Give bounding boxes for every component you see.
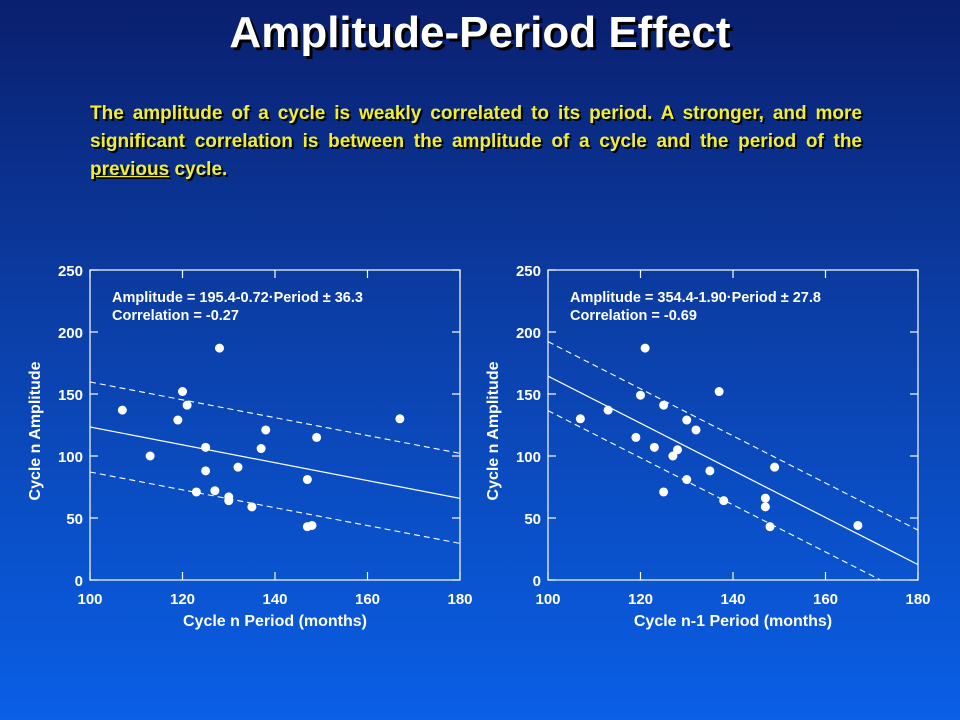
x-tick-label: 160 [355,591,380,608]
x-tick-label: 160 [813,591,838,608]
x-axis-label: Cycle n Period (months) [183,613,367,630]
x-axis-label: Cycle n-1 Period (months) [634,613,832,630]
data-point [719,496,729,506]
data-point [210,486,220,496]
y-tick-label: 200 [516,325,541,342]
data-point [640,343,650,353]
data-point [145,451,155,461]
data-point [261,425,271,435]
upper-band-line [548,341,918,531]
correlation-annotation: Correlation = -0.69 [570,308,697,324]
equation-annotation: Amplitude = 354.4-1.90·Period ± 27.8 [570,290,821,306]
y-tick-label: 50 [66,511,83,528]
y-tick-label: 100 [516,449,541,466]
y-axis-label: Cycle n Amplitude [485,361,502,500]
x-tick-label: 120 [170,591,195,608]
data-point [182,400,192,410]
intro-text-start: The amplitude of a cycle is weakly corre… [90,103,862,152]
data-point [117,405,127,415]
x-tick-label: 120 [628,591,653,608]
data-point [178,387,187,397]
y-tick-label: 0 [533,573,541,590]
regression-line [90,426,460,499]
data-point [673,445,682,455]
data-point [853,520,863,530]
x-tick-label: 100 [535,591,560,608]
y-tick-label: 0 [75,573,83,590]
data-point [173,415,183,425]
data-point [760,493,770,503]
data-point [603,405,613,415]
data-point [636,390,645,400]
data-point [575,414,585,424]
data-point [312,432,322,442]
data-point [691,425,701,435]
lower-band-line [548,410,882,580]
scatter-plot-period: 0 50 100 150 200 250 100 120 140 160 180 Amplitude … [27,263,473,630]
data-point [682,475,692,485]
x-tick-label: 180 [447,591,472,608]
y-axis-label: Cycle n Amplitude [27,361,44,500]
regression-line [548,375,918,566]
data-point [191,487,201,497]
data-point [631,432,641,442]
data-point [765,522,775,532]
y-tick-label: 250 [58,263,83,280]
x-tick-label: 140 [720,591,745,608]
data-point [247,502,257,512]
data-point [215,343,224,353]
y-tick-label: 250 [516,263,541,280]
data-point [256,444,266,454]
data-point [302,475,312,485]
data-point [760,502,770,512]
y-tick-label: 100 [58,449,83,466]
slide-title: Amplitude-Period Effect [229,8,731,57]
y-tick-label: 150 [516,387,541,404]
x-tick-label: 140 [262,591,287,608]
y-tick-label: 50 [524,511,541,528]
data-point [233,462,243,472]
scatter-plot-previous-period: 0 50 100 150 200 250 100 120 140 160 180 Amplitude … [485,263,931,630]
data-point [649,442,659,452]
data-point [307,520,317,530]
lower-band-line [90,471,460,544]
intro-emphasis: previous [90,159,170,180]
correlation-annotation: Correlation = -0.27 [112,308,239,324]
data-point [659,487,669,497]
data-point [224,496,234,506]
y-tick-label: 150 [58,387,83,404]
equation-annotation: Amplitude = 195.4-0.72·Period ± 36.3 [112,290,363,306]
x-tick-label: 100 [77,591,102,608]
intro-text-end: cycle. [169,159,228,180]
data-point [668,451,678,461]
data-point [682,415,692,425]
data-point [770,462,780,472]
x-tick-label: 180 [905,591,930,608]
data-point [201,466,211,476]
data-point [201,442,211,452]
data-point [395,414,405,424]
data-point [659,400,669,410]
intro-paragraph: The amplitude of a cycle is weakly corre… [90,100,862,184]
data-point [705,466,715,476]
y-tick-label: 200 [58,325,83,342]
data-point [714,387,724,397]
upper-band-line [90,381,460,454]
